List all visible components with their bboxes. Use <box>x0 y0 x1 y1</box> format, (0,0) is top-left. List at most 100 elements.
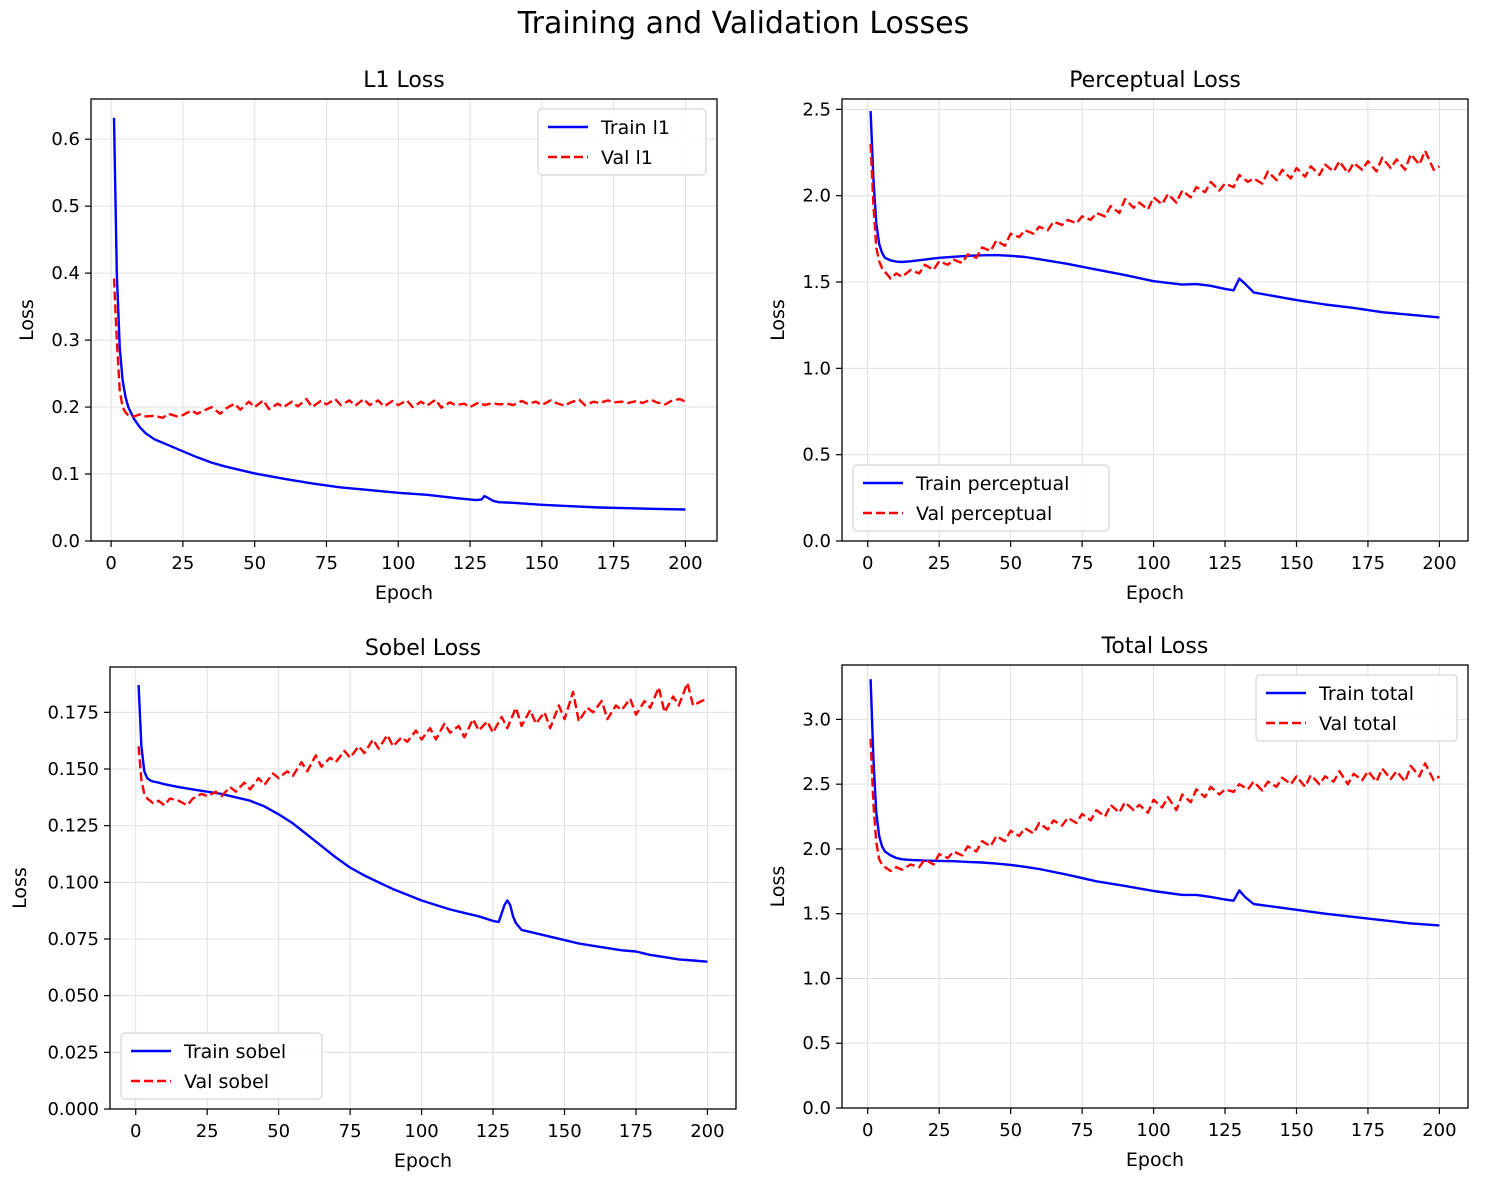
x-tick-label: 150 <box>1279 553 1313 574</box>
y-tick-label: 0.4 <box>51 263 80 284</box>
legend-label: Train l1 <box>600 117 670 139</box>
y-tick-label: 0.5 <box>51 196 80 217</box>
x-tick-label: 175 <box>619 1121 653 1142</box>
y-tick-label: 0.075 <box>47 929 99 950</box>
axes-frame <box>841 664 1469 1109</box>
y-tick-label: 0.6 <box>51 129 80 150</box>
y-axis-label: Loss <box>767 866 789 908</box>
legend-box <box>1255 674 1458 742</box>
subplot-4: 0 25 50 75 100 125 150 175 200 0.0 0.5 1.0 1.5 2.0 2.5… <box>767 634 1469 1171</box>
x-tick-label: 75 <box>1071 553 1094 574</box>
y-tick-label: 0.050 <box>47 986 99 1007</box>
legend-label: Val sobel <box>184 1071 269 1093</box>
x-tick-label: 100 <box>381 553 415 574</box>
legend-label: Train perceptual <box>915 473 1069 495</box>
y-axis-label: Loss <box>767 299 789 341</box>
x-tick-label: 175 <box>596 553 630 574</box>
legend-label: Train sobel <box>183 1041 286 1063</box>
x-tick-label: 25 <box>928 1120 951 1141</box>
y-tick-label: 0.0 <box>802 531 831 552</box>
x-tick-label: 150 <box>547 1121 581 1142</box>
x-tick-label: 25 <box>171 553 194 574</box>
x-tick-label: 175 <box>1351 553 1385 574</box>
figure-title: Training and Validation Losses <box>517 6 970 41</box>
axes-frame <box>90 98 718 542</box>
subplot-1: 0 25 50 75 100 125 150 175 200 0.0 0.1 0.2 0.3 0.4 0.5… <box>16 68 718 604</box>
x-tick-label: 100 <box>1136 1120 1170 1141</box>
y-tick-label: 1.5 <box>802 272 831 293</box>
y-tick-label: 2.5 <box>802 99 831 120</box>
x-tick-label: 125 <box>453 553 487 574</box>
x-tick-label: 125 <box>476 1121 510 1142</box>
y-tick-label: 0.175 <box>47 702 99 723</box>
legend: Train l1 Val l1 <box>537 108 707 176</box>
x-axis-label: Epoch <box>1126 582 1184 604</box>
y-tick-label: 0.0 <box>802 1098 831 1119</box>
subplot-title: Total Loss <box>1101 634 1209 659</box>
legend: Train sobel Val sobel <box>120 1032 323 1100</box>
x-tick-label: 50 <box>243 553 266 574</box>
x-tick-label: 75 <box>1071 1120 1094 1141</box>
y-tick-label: 0.3 <box>51 330 80 351</box>
y-tick-label: 2.5 <box>802 774 831 795</box>
x-tick-label: 150 <box>1279 1120 1313 1141</box>
legend-label: Val total <box>1319 713 1397 735</box>
x-tick-label: 150 <box>525 553 559 574</box>
legend-label: Val l1 <box>601 147 653 169</box>
x-tick-label: 125 <box>1208 553 1242 574</box>
x-tick-label: 50 <box>999 553 1022 574</box>
x-tick-label: 100 <box>404 1121 438 1142</box>
x-tick-label: 75 <box>339 1121 362 1142</box>
x-tick-label: 200 <box>668 553 702 574</box>
y-tick-label: 0.5 <box>802 1033 831 1054</box>
y-tick-label: 1.0 <box>802 358 831 379</box>
x-tick-label: 200 <box>1422 1120 1456 1141</box>
y-tick-label: 0.000 <box>47 1099 99 1120</box>
y-tick-label: 0.1 <box>51 464 80 485</box>
series-line-train-sobel <box>137 685 708 963</box>
axes-frame <box>841 98 1469 542</box>
axes-frame <box>109 666 737 1110</box>
x-tick-label: 100 <box>1136 553 1170 574</box>
legend-box <box>852 464 1110 532</box>
series-line-val-perceptual <box>869 143 1441 280</box>
x-tick-label: 0 <box>862 553 873 574</box>
y-tick-label: 0.125 <box>47 816 99 837</box>
x-tick-label: 125 <box>1208 1120 1242 1141</box>
x-axis-label: Epoch <box>375 582 433 604</box>
x-tick-label: 0 <box>105 553 116 574</box>
x-tick-label: 0 <box>862 1120 873 1141</box>
legend-box <box>537 108 707 176</box>
series-line-val-sobel <box>137 681 708 807</box>
y-tick-label: 0.100 <box>47 872 99 893</box>
series-line-train-l1 <box>112 117 686 511</box>
x-tick-label: 0 <box>130 1121 141 1142</box>
legend-box <box>120 1032 323 1100</box>
y-tick-label: 1.5 <box>802 904 831 925</box>
y-tick-label: 2.0 <box>802 186 831 207</box>
y-tick-label: 0.0 <box>51 531 80 552</box>
series-line-train-perceptual <box>869 111 1440 319</box>
legend: Train perceptual Val perceptual <box>852 464 1110 532</box>
x-tick-label: 25 <box>928 553 951 574</box>
x-tick-label: 200 <box>1422 553 1456 574</box>
y-tick-label: 0.025 <box>47 1042 99 1063</box>
subplot-title: Sobel Loss <box>365 636 481 661</box>
y-axis-label: Loss <box>9 867 31 909</box>
subplot-3: 0 25 50 75 100 125 150 175 200 0.000 0.025 0.050 0.0… <box>9 636 737 1172</box>
x-tick-label: 200 <box>690 1121 724 1142</box>
x-axis-label: Epoch <box>394 1150 452 1172</box>
y-tick-label: 0.2 <box>51 397 80 418</box>
x-axis-label: Epoch <box>1126 1149 1184 1171</box>
subplot-title: Perceptual Loss <box>1069 68 1241 93</box>
y-tick-label: 2.0 <box>802 839 831 860</box>
y-tick-label: 0.150 <box>47 759 99 780</box>
legend-label: Train total <box>1318 683 1414 705</box>
series-line-val-l1 <box>112 278 686 419</box>
y-axis-label: Loss <box>16 299 38 341</box>
legend-label: Val perceptual <box>916 503 1052 525</box>
x-tick-label: 50 <box>999 1120 1022 1141</box>
series-line-train-total <box>869 679 1440 927</box>
x-tick-label: 175 <box>1351 1120 1385 1141</box>
